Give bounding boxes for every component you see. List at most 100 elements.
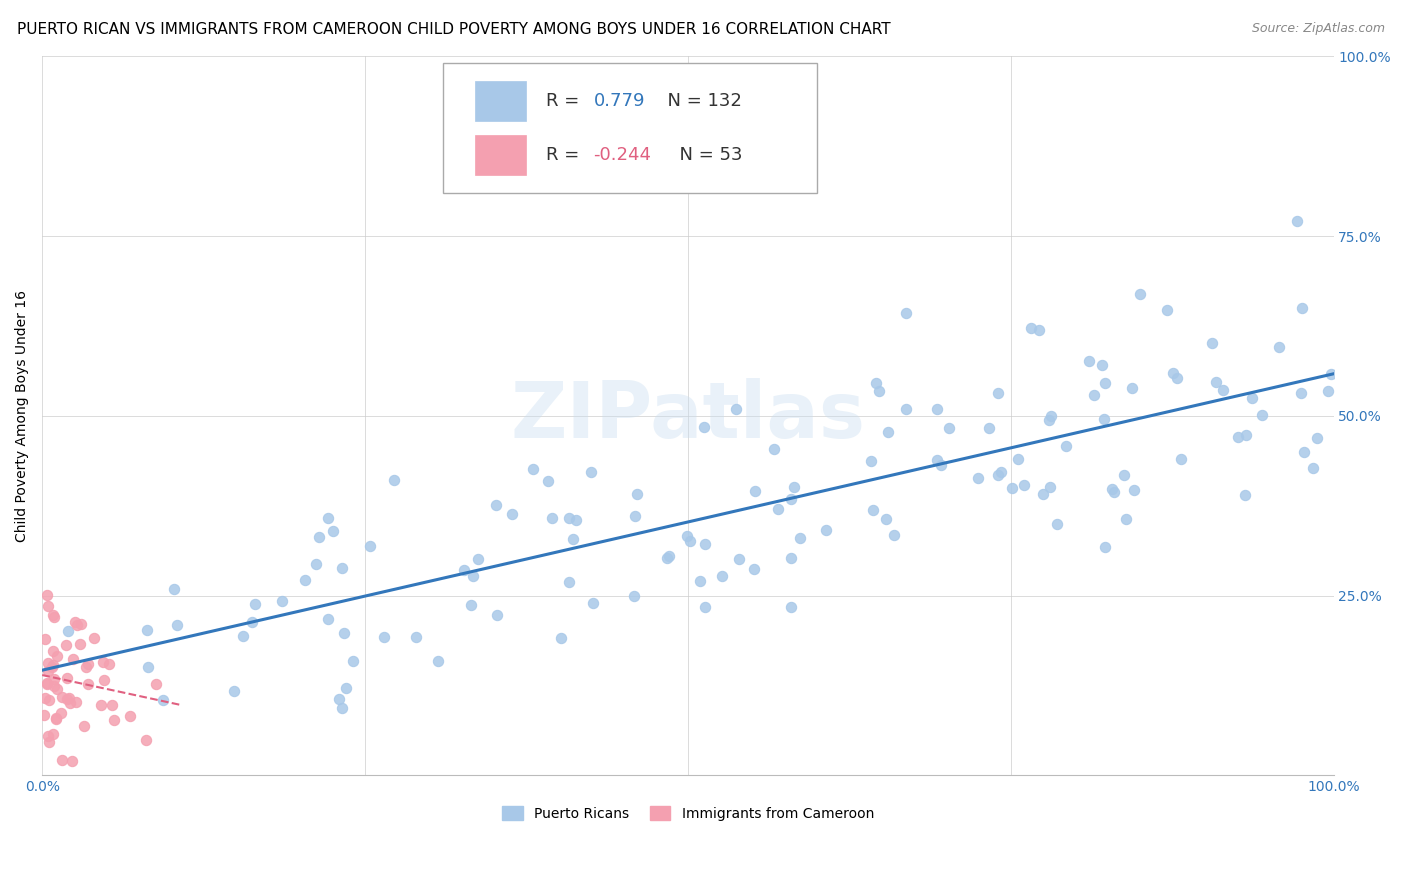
Point — [34, 632, 56, 647]
Point — [1201, 335, 1223, 350]
Point — [90, 698, 112, 712]
Point — [42, 608, 65, 623]
Point — [744, 484, 766, 499]
Point — [461, 569, 484, 583]
Point — [42, 726, 65, 740]
Point — [725, 401, 748, 416]
Point — [460, 599, 482, 613]
Point — [562, 533, 585, 547]
Point — [1012, 478, 1035, 492]
Point — [1001, 482, 1024, 496]
Point — [1102, 485, 1125, 500]
Point — [45, 711, 67, 725]
Point — [501, 507, 523, 521]
Point — [728, 552, 751, 566]
Point — [271, 594, 294, 608]
Point — [304, 557, 326, 571]
Point — [145, 677, 167, 691]
Point — [987, 385, 1010, 400]
Point — [73, 719, 96, 733]
Point — [308, 530, 330, 544]
Point — [35, 676, 58, 690]
Point — [35, 677, 58, 691]
Point — [1302, 460, 1324, 475]
Point — [676, 529, 699, 543]
Point — [382, 473, 405, 487]
Point — [655, 550, 678, 565]
Point — [1129, 286, 1152, 301]
Point — [1233, 488, 1256, 502]
Point — [1038, 413, 1060, 427]
Point — [990, 466, 1012, 480]
Point — [467, 552, 489, 566]
Point — [1094, 540, 1116, 554]
Point — [69, 617, 91, 632]
Point — [1115, 512, 1137, 526]
Point — [42, 679, 65, 693]
Point — [45, 682, 67, 697]
Point — [862, 503, 884, 517]
Point — [1121, 381, 1143, 395]
Point — [135, 733, 157, 747]
Point — [1317, 384, 1340, 399]
Point — [485, 608, 508, 623]
Point — [1268, 340, 1291, 354]
Point — [624, 509, 647, 524]
Point — [693, 600, 716, 615]
Point — [42, 658, 65, 673]
Point — [76, 677, 98, 691]
Point — [1039, 480, 1062, 494]
Point — [582, 596, 605, 610]
Point — [316, 511, 339, 525]
Point — [558, 510, 581, 524]
Point — [37, 656, 59, 670]
Point — [83, 632, 105, 646]
Point — [405, 630, 427, 644]
Point — [59, 696, 82, 710]
Point — [925, 453, 948, 467]
Text: ZIPatlas: ZIPatlas — [510, 378, 865, 454]
Point — [1289, 386, 1312, 401]
Point — [987, 467, 1010, 482]
Point — [51, 753, 73, 767]
Point — [38, 693, 60, 707]
Point — [41, 660, 63, 674]
Point — [342, 654, 364, 668]
Point — [779, 551, 801, 566]
Point — [859, 454, 882, 468]
Point — [1166, 371, 1188, 385]
Point — [537, 475, 560, 489]
Point — [557, 574, 579, 589]
Point — [925, 402, 948, 417]
Point — [1234, 427, 1257, 442]
Point — [762, 442, 785, 457]
Point — [1226, 430, 1249, 444]
Point — [1161, 366, 1184, 380]
Point — [894, 305, 917, 319]
Point — [37, 729, 59, 743]
Point — [1291, 301, 1313, 315]
Point — [1007, 452, 1029, 467]
Point — [693, 419, 716, 434]
Point — [333, 626, 356, 640]
Point — [322, 524, 344, 538]
Point — [453, 563, 475, 577]
Point — [37, 599, 59, 614]
Point — [42, 643, 65, 657]
Point — [243, 597, 266, 611]
Point — [876, 425, 898, 440]
Point — [240, 615, 263, 630]
Point — [136, 660, 159, 674]
Point — [1054, 439, 1077, 453]
Point — [1040, 409, 1063, 423]
Point — [1046, 517, 1069, 532]
Point — [1083, 387, 1105, 401]
Point — [579, 465, 602, 479]
Point — [426, 653, 449, 667]
Point — [626, 487, 648, 501]
Text: N = 53: N = 53 — [668, 146, 742, 164]
Point — [1320, 367, 1343, 381]
Point — [766, 501, 789, 516]
Point — [49, 706, 72, 720]
Point — [896, 402, 918, 417]
